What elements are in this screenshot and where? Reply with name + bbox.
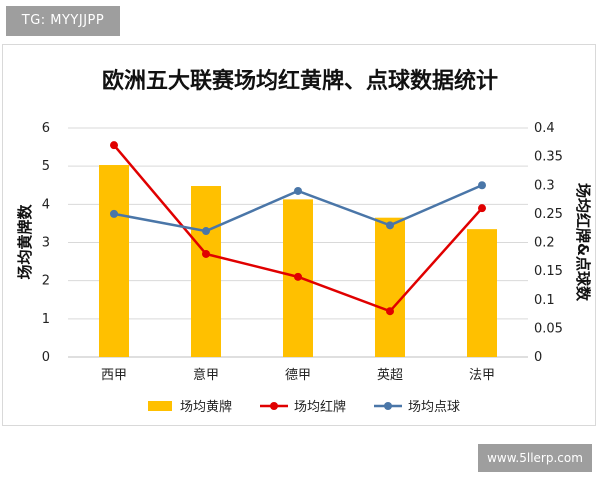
right-tick-label: 0.1 <box>534 293 555 308</box>
series-point <box>386 307 394 316</box>
watermark-top: TG: MYYJJPP <box>6 6 120 36</box>
left-tick-label: 5 <box>42 159 50 174</box>
legend-marker <box>384 402 392 410</box>
category-label: 英超 <box>377 368 403 383</box>
legend-entry: 场均黄牌 <box>180 399 232 415</box>
series-point <box>202 227 210 236</box>
legend-entry: 场均红牌 <box>294 399 346 415</box>
left-axis-title: 场均黄牌数 <box>16 204 34 280</box>
right-tick-label: 0.25 <box>534 207 563 222</box>
series-point <box>478 181 486 190</box>
left-tick-label: 6 <box>42 121 50 136</box>
series-point <box>386 221 394 230</box>
category-label: 法甲 <box>469 368 495 383</box>
bar <box>375 217 405 357</box>
series-point <box>202 249 210 258</box>
left-tick-label: 1 <box>42 312 50 327</box>
right-tick-label: 0.35 <box>534 150 563 165</box>
series-point <box>294 186 302 195</box>
left-tick-label: 2 <box>42 274 50 289</box>
right-tick-label: 0.4 <box>534 121 555 136</box>
right-tick-label: 0.05 <box>534 321 563 336</box>
left-tick-label: 0 <box>42 350 50 365</box>
bar <box>191 186 221 357</box>
bar-series <box>99 165 497 357</box>
series-point <box>110 209 118 218</box>
category-labels: 西甲 意甲 德甲 英超 法甲 <box>101 367 495 383</box>
watermark-bottom: www.5llerp.com <box>478 444 592 472</box>
category-label: 德甲 <box>285 368 311 383</box>
legend-marker <box>270 402 278 410</box>
left-tick-label: 4 <box>42 197 50 212</box>
left-axis-ticks: 0 1 2 3 4 5 6 <box>42 121 50 365</box>
right-tick-label: 0.3 <box>534 178 555 193</box>
bar <box>467 229 497 357</box>
legend: 场均黄牌 场均红牌 场均点球 <box>148 399 460 415</box>
right-axis-ticks: 0 0.05 0.1 0.15 0.2 0.25 0.3 0.35 0.4 <box>534 121 563 365</box>
line-series <box>110 141 486 316</box>
series-point <box>294 272 302 281</box>
series-point <box>478 204 486 213</box>
category-label: 西甲 <box>101 368 127 383</box>
right-tick-label: 0.2 <box>534 236 555 251</box>
bar <box>99 165 129 357</box>
right-tick-label: 0 <box>534 350 542 365</box>
series-point <box>110 141 118 150</box>
right-axis-title: 场均红牌&点球数 <box>574 183 592 302</box>
right-tick-label: 0.15 <box>534 264 563 279</box>
chart-title: 欧洲五大联赛场均红黄牌、点球数据统计 <box>102 68 498 94</box>
legend-entry: 场均点球 <box>408 400 460 415</box>
left-tick-label: 3 <box>42 236 50 251</box>
category-label: 意甲 <box>193 367 219 383</box>
legend-swatch <box>148 401 172 411</box>
